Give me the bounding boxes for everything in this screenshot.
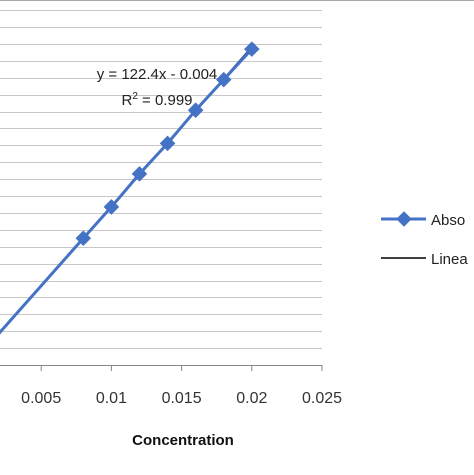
data-markers — [75, 41, 260, 247]
gridlines — [0, 10, 322, 349]
x-tick-label: 0.005 — [21, 390, 61, 407]
data-point-marker — [244, 41, 260, 57]
legend: Abso Linea — [381, 211, 468, 268]
legend-label-absorbance: Abso — [431, 212, 465, 229]
data-point-marker — [131, 166, 148, 182]
legend-label-linear: Linea — [431, 251, 468, 268]
x-tick-labels: 0.005 0.01 0.015 0.02 0.025 — [21, 390, 342, 407]
x-tick-label: 0.02 — [236, 390, 267, 407]
legend-item-linear: Linea — [381, 251, 468, 268]
x-ticks — [40, 365, 323, 371]
r-squared-label: R2 = 0.999 — [121, 91, 192, 109]
legend-marker-diamond — [396, 211, 412, 227]
x-axis-title: Concentration — [132, 432, 234, 449]
x-tick-label: 0.015 — [162, 390, 202, 407]
x-tick-label: 0.01 — [96, 390, 127, 407]
data-point-marker — [159, 135, 176, 152]
legend-item-absorbance: Abso — [381, 211, 465, 229]
r-squared-prefix: R — [121, 92, 132, 109]
data-point-marker — [215, 71, 232, 88]
data-point-marker — [75, 230, 92, 247]
data-point-marker — [187, 102, 204, 118]
x-tick-label: 0.025 — [302, 390, 342, 407]
trendline-equation: y = 122.4x - 0.004 — [97, 66, 218, 83]
series-line — [0, 48, 253, 335]
data-point-marker — [103, 199, 120, 215]
r-squared-superscript: 2 — [132, 91, 138, 102]
r-squared-value: = 0.999 — [138, 92, 193, 109]
